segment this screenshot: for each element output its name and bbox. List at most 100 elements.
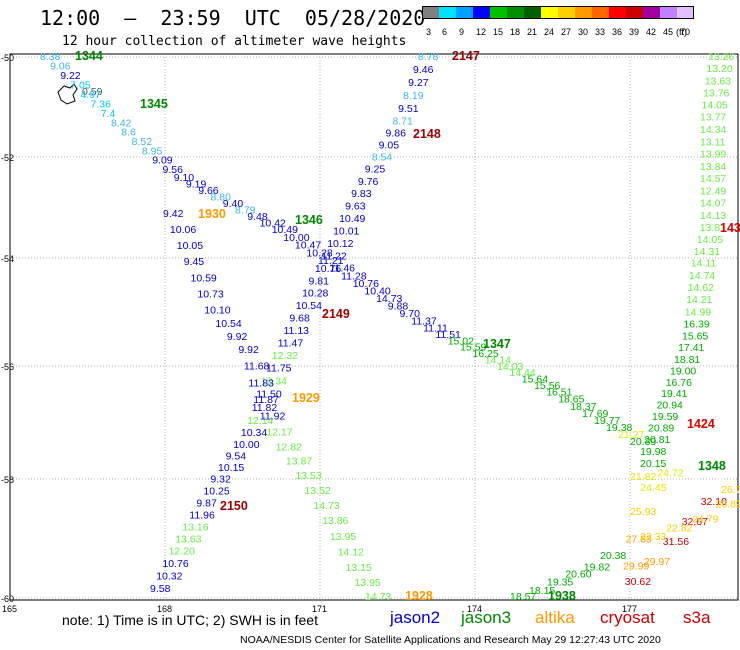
wave-height-label: 9.86 [386, 128, 407, 140]
wave-height-label: 8.42 [111, 117, 132, 129]
wave-height-label: 8.19 [403, 90, 424, 102]
wave-height-label: 9.22 [60, 70, 81, 82]
legend-border [422, 6, 694, 19]
wave-height-label: 13.52 [304, 485, 330, 497]
legend-label: 3 [426, 27, 432, 37]
wave-height-label: 20.81 [644, 434, 670, 446]
map-subtitle: 12 hour collection of altimeter wave hei… [62, 34, 407, 49]
legend-swatch [507, 6, 524, 19]
wave-height-label: 14.05 [702, 100, 728, 112]
wave-height-label: 10.40 [364, 285, 390, 297]
wave-height-label: 11.92 [260, 410, 286, 422]
wave-height-label: 19.98 [640, 446, 666, 458]
wave-height-label: 14.57 [700, 173, 726, 185]
wave-height-label: 10.34 [241, 427, 267, 439]
wave-height-label: 11.83 [248, 377, 274, 389]
wave-height-label: 9.09 [152, 155, 173, 167]
wave-height-label: 9.51 [398, 103, 419, 115]
satellite-jason2: jason2 [390, 608, 441, 627]
wave-height-label: 11.11 [423, 323, 448, 335]
wave-height-label: 9.68 [289, 312, 310, 324]
wave-height-label: 12.17 [266, 427, 292, 439]
wave-height-label: 8.79 [235, 205, 256, 217]
wave-height-label: 15.02 [448, 335, 474, 347]
wave-height-label: 14.12 [338, 547, 364, 559]
wave-height-label: 10.42 [260, 218, 286, 230]
wave-height-label: 7.36 [91, 99, 112, 111]
wave-height-label: 10.54 [215, 318, 241, 330]
wave-height-label: 26.89 [716, 499, 740, 511]
wave-height-label: 9.27 [408, 77, 429, 89]
wave-height-label: 14.44 [509, 367, 535, 379]
wave-height-label: 9.46 [413, 64, 434, 76]
pass-time-label: 143 [720, 221, 740, 235]
wave-height-label: 9.54 [226, 450, 247, 462]
wave-height-label: 10.59 [191, 272, 217, 284]
wave-height-label: 13.77 [700, 112, 726, 124]
note-text: note: 1) Time is in UTC; 2) SWH is in fe… [62, 612, 318, 628]
wave-height-label: 19.77 [594, 415, 620, 427]
wave-height-label: 29.97 [644, 556, 670, 568]
legend-label: 33 [595, 27, 606, 37]
legend-label: 42 [646, 27, 657, 37]
legend-swatch [677, 6, 694, 19]
wave-height-label: 13.76 [703, 87, 729, 99]
wave-height-label: 14.73 [313, 500, 339, 512]
wave-height-label: 11.37 [411, 315, 437, 327]
wave-height-label: 16.51 [546, 387, 572, 399]
wave-height-label: 18.65 [558, 394, 584, 406]
wave-height-label: 12.49 [700, 185, 726, 197]
wave-height-label: 10.00 [283, 232, 309, 244]
pass-time-label: 1345 [140, 97, 168, 111]
wave-height-label: 9.32 [210, 474, 231, 486]
legend-swatch [490, 6, 507, 19]
legend-swatch [558, 6, 575, 19]
wave-height-label: 21.82 [630, 471, 656, 483]
wave-height-label: 24.45 [640, 482, 666, 494]
wave-height-label: 10.12 [327, 238, 353, 250]
wave-height-label: 13.63 [705, 75, 731, 87]
wave-height-label: 11.87 [253, 394, 279, 406]
wave-height-label: 10.10 [204, 304, 230, 316]
wave-height-label: 24.72 [657, 467, 683, 479]
legend-swatch [660, 6, 677, 19]
wave-height-label: 11.22 [321, 251, 347, 263]
legend-swatch [643, 6, 660, 19]
lon-label: 165 [2, 604, 17, 614]
legend-label: 27 [561, 27, 572, 37]
wave-height-label: 9.05 [379, 140, 400, 152]
wave-height-label: 16.76 [666, 377, 692, 389]
wave-height-label: 19.38 [606, 422, 632, 434]
wave-height-label: 13.53 [295, 470, 321, 482]
wave-height-label: 14.07 [700, 198, 726, 210]
legend-label: 70 [680, 27, 691, 37]
wave-height-label: 9.56 [163, 164, 184, 176]
wave-height-label: 17.69 [582, 408, 608, 420]
legend-unit: (ft) [676, 27, 687, 37]
wave-height-label: 20.38 [600, 550, 626, 562]
pass-time-label: 1938 [548, 589, 576, 603]
lon-label: 168 [157, 604, 172, 614]
legend-swatch [524, 6, 541, 19]
wave-height-label: 8.52 [132, 136, 153, 148]
wave-height-label: 19.41 [661, 388, 687, 400]
legend-swatch [626, 6, 643, 19]
wave-height-label: 22.82 [666, 522, 692, 534]
wave-height-label: 26.73 [721, 484, 740, 496]
wave-height-label: 18.57 [510, 591, 536, 603]
wave-height-label: 13.87 [286, 455, 312, 467]
wave-height-label: 31.56 [663, 536, 689, 548]
wave-height-label: 12.20 [169, 546, 195, 558]
wave-height-label: 9.66 [198, 185, 219, 197]
wave-height-label: 9.48 [247, 211, 268, 223]
wave-height-label: 11.96 [189, 510, 215, 522]
wave-height-label: 11.50 [256, 389, 282, 401]
satellite-jason3: jason3 [461, 608, 512, 627]
wave-height-label: 15.64 [522, 374, 548, 386]
wave-height-label: 9.42 [163, 208, 184, 220]
wave-height-label: 14.62 [688, 282, 714, 294]
wave-height-label: 15.65 [682, 331, 708, 343]
wave-height-label: 11.28 [341, 270, 367, 282]
wave-height-label: 19.59 [652, 411, 678, 423]
wave-height-label: 14.31 [694, 246, 720, 258]
